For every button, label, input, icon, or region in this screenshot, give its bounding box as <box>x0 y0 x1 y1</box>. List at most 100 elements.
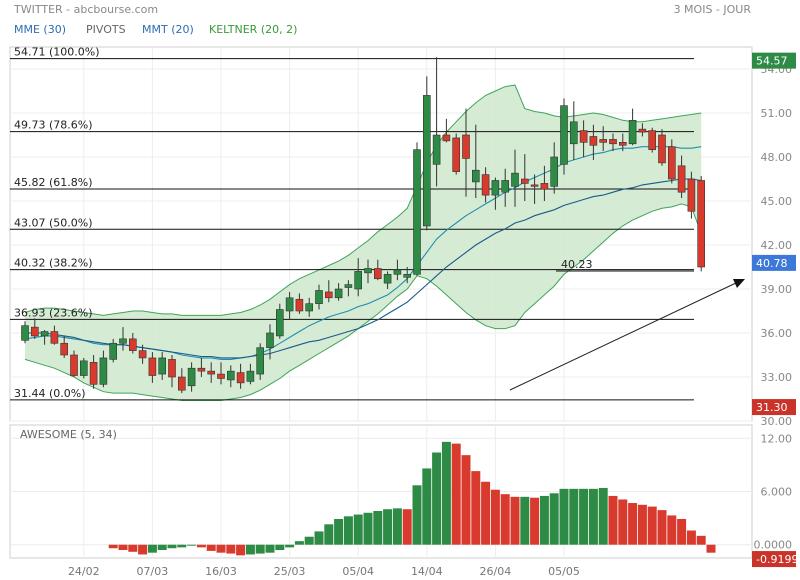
candle-body <box>30 326 39 337</box>
candle-body <box>168 359 176 378</box>
candle <box>70 350 78 377</box>
fib-label: 43.07 (50.0%) <box>14 216 93 229</box>
candle-body <box>295 298 304 312</box>
oscillator-bar <box>245 544 255 555</box>
candle-body <box>275 309 284 337</box>
oscillator-bar <box>569 488 579 545</box>
date-tick-label: 05/05 <box>548 565 580 578</box>
price-tick-label: 30.00 <box>761 415 793 428</box>
oscillator-bar <box>138 544 148 555</box>
oscillator-bar <box>118 544 128 551</box>
candle <box>334 283 343 301</box>
candle <box>275 303 284 339</box>
candle-body <box>119 338 127 344</box>
candle <box>207 362 215 383</box>
candle-body <box>364 268 372 274</box>
candle <box>109 338 117 363</box>
oscillator-bar <box>559 488 569 545</box>
last-price-tag: 40.78 <box>752 254 796 271</box>
candle-body <box>687 178 696 212</box>
candle <box>266 324 274 360</box>
candle <box>540 165 549 201</box>
candle-body <box>236 372 245 384</box>
legend-pivots: PIVOTS <box>86 23 126 36</box>
fib-label: 40.32 (38.2%) <box>14 257 93 270</box>
price-tick-label: 51.00 <box>761 107 793 120</box>
candle-body <box>109 342 117 360</box>
oscillator-bar <box>304 536 314 545</box>
candle-body <box>638 128 647 133</box>
candle-body <box>560 105 568 165</box>
keltner-band <box>24 84 702 401</box>
oscillator-bar <box>334 518 344 545</box>
oscillator-bar <box>392 508 402 545</box>
candlesticks <box>21 57 706 394</box>
oscillator-bar <box>657 510 667 545</box>
candle <box>295 293 304 314</box>
candle-body <box>324 291 333 299</box>
candle <box>658 129 666 166</box>
keltner-lower-line <box>24 203 702 401</box>
candle <box>217 362 225 385</box>
candle-body <box>256 347 265 375</box>
candle <box>442 118 451 143</box>
keltner-fill <box>25 85 702 401</box>
candle <box>246 363 255 385</box>
candle-body <box>520 178 529 184</box>
oscillator-bar <box>481 481 491 545</box>
date-tick-label: 16/03 <box>205 565 237 578</box>
oscillator-bar <box>510 496 520 545</box>
oscillator-bar <box>432 452 442 545</box>
price-tags: 54.57 40.78 31.30 -0.9199 <box>752 52 798 568</box>
candle <box>462 108 470 197</box>
candle <box>50 325 59 345</box>
candle <box>491 177 500 210</box>
keltner-upper-line <box>24 84 702 316</box>
awesome-oscillator-bars <box>108 441 716 556</box>
candle <box>30 318 39 339</box>
candle <box>599 126 608 152</box>
oscillator-bar <box>147 544 157 553</box>
low-price-tag: 31.30 <box>752 399 796 416</box>
legend-awesome: AWESOME (5, 34) <box>20 428 117 441</box>
candle <box>422 76 431 231</box>
oscillator-bar <box>490 489 500 545</box>
candle <box>40 330 49 345</box>
candle <box>99 350 108 388</box>
oscillator-bar <box>647 506 657 545</box>
high-price-tag-text: 54.57 <box>756 55 788 68</box>
candle-body <box>60 342 69 356</box>
candle <box>324 280 333 303</box>
candle-body <box>599 139 608 143</box>
candle-body <box>589 136 598 146</box>
fib-label: 36.93 (23.6%) <box>14 306 93 319</box>
last-price-tag-box <box>752 254 796 271</box>
candle <box>236 363 245 389</box>
candle <box>256 343 265 380</box>
candle <box>628 108 637 146</box>
oscillator-bar <box>255 544 265 554</box>
oscillator-bar <box>275 544 285 551</box>
candle <box>648 127 657 153</box>
candle <box>178 368 186 394</box>
oscillator-bar <box>686 530 696 545</box>
oscillator-bar <box>294 541 304 545</box>
candle-body <box>334 288 343 299</box>
candle-body <box>413 149 421 275</box>
candle <box>148 352 157 383</box>
candle <box>432 57 441 187</box>
oscillator-bar <box>128 544 138 552</box>
candle <box>315 284 323 310</box>
fib-label: 31.44 (0.0%) <box>14 387 86 400</box>
candle <box>393 259 402 281</box>
price-tick-label: 45.00 <box>761 195 793 208</box>
candle-body <box>432 134 441 165</box>
oscillator-bar <box>549 493 559 545</box>
candle <box>452 133 461 175</box>
fib-label: 45.82 (61.8%) <box>14 176 93 189</box>
candle-body <box>217 373 225 379</box>
candle-body <box>697 180 706 268</box>
trend-arrow <box>509 279 745 391</box>
date-tick-label: 14/04 <box>411 565 443 578</box>
oscillator-bar <box>324 524 334 545</box>
